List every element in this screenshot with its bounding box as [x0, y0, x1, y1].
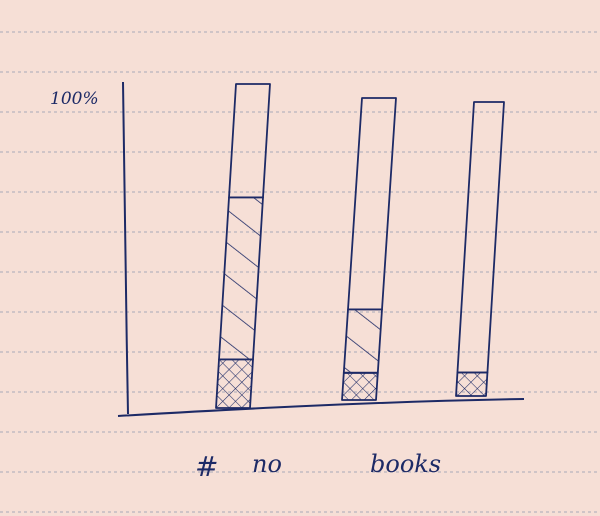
- y-axis-top-label: 100%: [50, 89, 99, 109]
- bar-2-empty-segment: [347, 97, 397, 311]
- bar-3-cross-hatch-segment: [455, 371, 489, 397]
- x-annotation-no: no: [252, 450, 282, 478]
- bars-group: [215, 83, 505, 409]
- bar-2-cross-hatch-segment: [341, 371, 379, 401]
- x-annotation-hash: #: [195, 450, 218, 483]
- bar-2-diagonal-hatch-segment: [342, 308, 383, 374]
- y-axis-line: [122, 81, 129, 415]
- bar-1-cross-hatch-segment: [215, 358, 254, 409]
- x-axis-line: [117, 398, 525, 417]
- bar-1-empty-segment: [228, 83, 271, 199]
- x-annotation-books: books: [370, 450, 441, 478]
- ruled-lines: [0, 31, 600, 513]
- bar-3-empty-segment: [456, 101, 505, 374]
